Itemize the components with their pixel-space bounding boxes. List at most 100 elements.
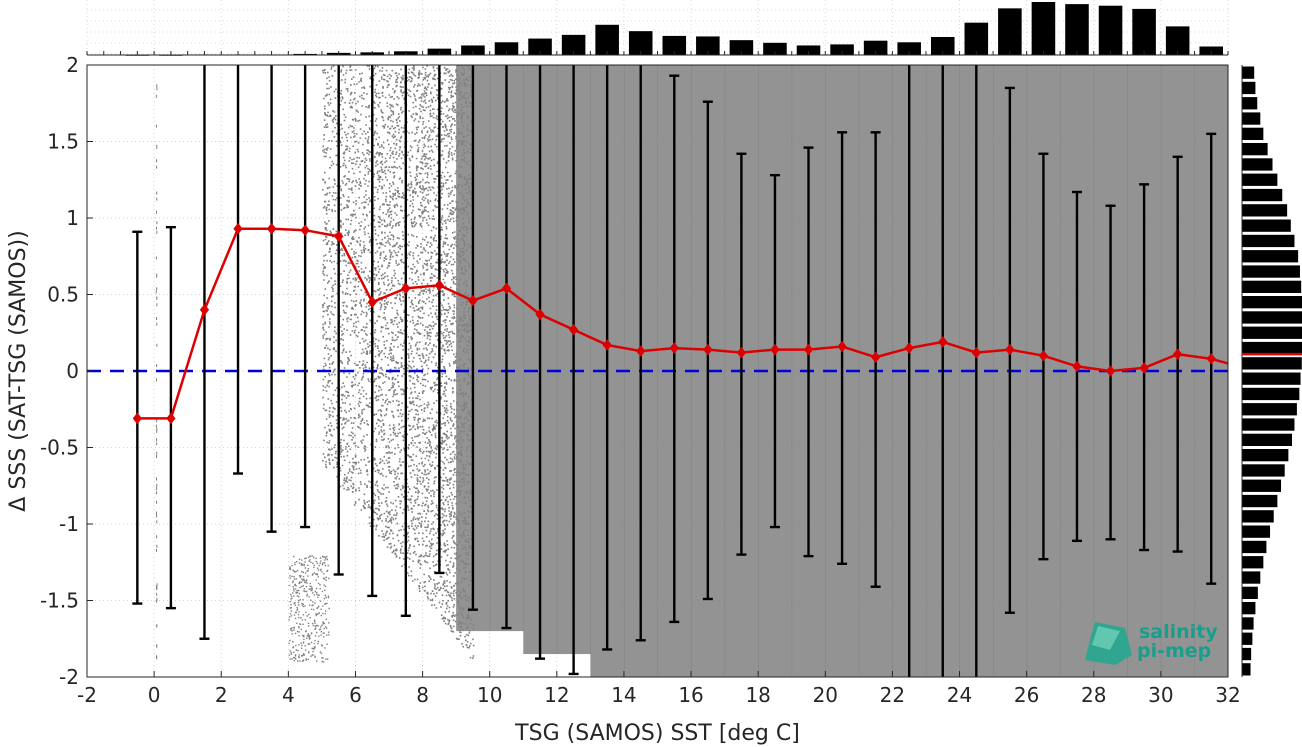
right-hist-bar xyxy=(1242,540,1267,554)
mean-point xyxy=(1173,348,1183,360)
x-tick-label: 18 xyxy=(745,683,770,707)
x-tick-label: 2 xyxy=(215,683,228,707)
mean-point xyxy=(803,343,814,356)
right-hist-bar xyxy=(1242,403,1297,416)
top-hist-bar xyxy=(561,34,586,55)
top-hist-bar xyxy=(729,40,754,55)
x-tick-label: 24 xyxy=(947,683,972,707)
x-tick-label: 8 xyxy=(416,683,429,707)
y-axis-ticks: 2 1.5 1 0.5 0 -0.5 -1 -1.5 -2 xyxy=(40,53,93,689)
mean-point xyxy=(1105,365,1116,377)
mean-point xyxy=(1005,343,1015,356)
mean-point xyxy=(971,346,981,359)
mean-point xyxy=(568,323,579,336)
x-tick-label: 22 xyxy=(880,683,905,707)
right-hist-bar xyxy=(1242,586,1258,599)
x-tick-label: -2 xyxy=(77,683,97,707)
x-tick-label: 4 xyxy=(282,683,295,707)
error-bar xyxy=(434,65,445,575)
mean-point xyxy=(669,342,679,354)
top-hist-bar xyxy=(863,40,888,55)
x-tick-label: 32 xyxy=(1215,683,1240,707)
top-hist-bar xyxy=(830,44,854,55)
mean-point xyxy=(904,342,914,354)
x-axis-ticks: -2 0 2 4 6 8 10 12 14 16 18 20 22 24 26 28 30 32 xyxy=(77,671,1241,707)
error-bar xyxy=(467,65,478,611)
right-hist-bar xyxy=(1242,387,1300,401)
right-hist-bar xyxy=(1242,66,1255,79)
top-hist-bar xyxy=(628,31,653,55)
mean-point xyxy=(736,346,747,359)
y-tick-label: 1.5 xyxy=(47,130,79,154)
top-hist-bar xyxy=(595,24,619,55)
logo-text-line2: pi-mep xyxy=(1137,640,1211,662)
top-histogram-background xyxy=(87,0,1228,55)
x-tick-label: 20 xyxy=(813,683,838,707)
error-bar xyxy=(602,65,613,651)
mean-point xyxy=(266,222,277,235)
error-bar xyxy=(568,65,579,676)
error-bar xyxy=(400,65,411,617)
logo-text-line1: salinity xyxy=(1139,621,1218,643)
mean-point xyxy=(401,282,411,295)
right-hist-bar xyxy=(1242,81,1256,95)
mean-point xyxy=(602,339,612,351)
error-bars xyxy=(132,65,1217,677)
top-hist-bar xyxy=(696,36,720,55)
mean-point xyxy=(434,279,445,292)
x-tick-label: 0 xyxy=(148,683,161,707)
y-axis-label: Δ SSS (SAT-TSG (SAMOS)) xyxy=(6,230,31,511)
mean-point xyxy=(1072,360,1082,373)
top-hist-bar xyxy=(461,45,485,55)
y-tick-label: 0.5 xyxy=(47,283,79,307)
top-hist-bar xyxy=(494,42,519,55)
right-hist-bar xyxy=(1242,556,1264,569)
mean-point xyxy=(166,412,176,425)
right-hist-bar xyxy=(1242,464,1285,477)
top-hist-bar xyxy=(662,35,687,55)
mean-point xyxy=(300,224,310,237)
top-hist-bar xyxy=(1132,8,1156,56)
right-hist-bar xyxy=(1242,433,1293,446)
right-hist-bar xyxy=(1242,449,1289,462)
mean-point xyxy=(1038,349,1049,362)
right-hist-bar xyxy=(1242,127,1264,140)
x-tick-label: 16 xyxy=(678,683,703,707)
right-hist-bar xyxy=(1242,250,1299,263)
y-tick-label: 0 xyxy=(66,359,79,383)
error-bar xyxy=(233,65,244,475)
right-hist-bar xyxy=(1242,372,1301,385)
x-tick-label: 12 xyxy=(544,683,569,707)
logo-glyph-highlight-icon xyxy=(1092,626,1120,650)
right-hist-bar xyxy=(1242,158,1273,171)
x-tick-label: 30 xyxy=(1148,683,1173,707)
right-hist-bar xyxy=(1242,234,1295,248)
right-hist-bar xyxy=(1242,97,1258,110)
right-hist-bar xyxy=(1242,280,1302,293)
top-hist-bar xyxy=(763,42,787,55)
mean-point xyxy=(770,343,780,356)
mean-point xyxy=(132,412,142,425)
error-bar xyxy=(501,65,512,630)
right-hist-bar xyxy=(1242,647,1252,661)
top-hist-bar xyxy=(964,22,989,56)
y-tick-label: -2 xyxy=(59,665,79,689)
mean-point xyxy=(1139,362,1149,374)
error-bar xyxy=(300,65,311,529)
y-tick-label: -1 xyxy=(59,512,79,536)
mean-point xyxy=(334,230,344,243)
mean-point xyxy=(938,336,948,348)
right-hist-bar xyxy=(1242,571,1261,584)
mean-point xyxy=(233,222,243,235)
error-bar xyxy=(333,65,344,576)
right-hist-bar xyxy=(1242,663,1251,676)
right-hist-bar xyxy=(1242,296,1302,309)
y-tick-label: 2 xyxy=(66,53,79,77)
mean-point xyxy=(870,351,881,364)
right-hist-bar xyxy=(1242,204,1288,217)
x-tick-label: 26 xyxy=(1014,683,1039,707)
right-hist-bar xyxy=(1242,265,1300,278)
right-hist-bar xyxy=(1242,632,1253,645)
top-hist-bar xyxy=(1098,5,1123,56)
right-histogram-background xyxy=(1240,65,1302,677)
